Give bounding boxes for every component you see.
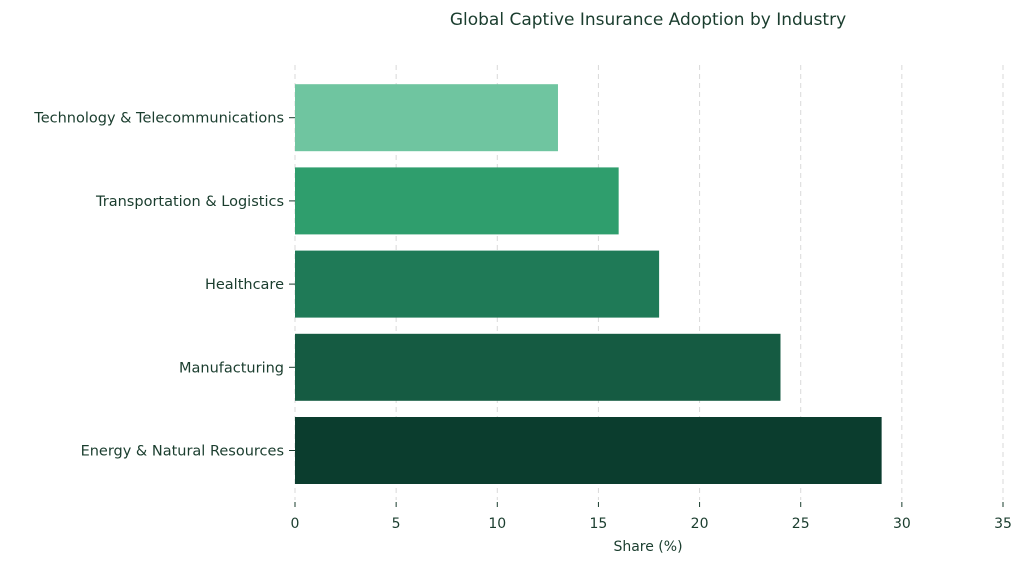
- bar: [295, 250, 660, 318]
- category-label: Transportation & Logistics: [95, 194, 284, 210]
- bar: [295, 84, 558, 152]
- x-tick-label: 0: [291, 516, 300, 532]
- bar: [295, 167, 619, 235]
- x-tick-label: 5: [392, 516, 401, 532]
- x-axis-ticks: 0 5 10 15 20 25 30 35: [291, 502, 1012, 532]
- x-axis-label: Share (%): [613, 539, 682, 555]
- x-tick-label: 25: [792, 516, 810, 532]
- x-tick-label: 20: [691, 516, 709, 532]
- x-tick-label: 30: [893, 516, 911, 532]
- category-label: Technology & Telecommunications: [33, 111, 284, 127]
- category-label: Manufacturing: [179, 360, 284, 376]
- category-labels: Energy & Natural Resources Manufacturing H…: [33, 111, 295, 460]
- bar: [295, 417, 882, 484]
- category-label: Energy & Natural Resources: [81, 444, 284, 460]
- bars: [295, 84, 882, 484]
- category-label: Healthcare: [205, 277, 284, 293]
- bar: [295, 333, 781, 401]
- x-tick-label: 15: [590, 516, 608, 532]
- x-tick-label: 10: [488, 516, 506, 532]
- x-tick-label: 35: [994, 516, 1012, 532]
- chart-title: Global Captive Insurance Adoption by Ind…: [450, 10, 846, 30]
